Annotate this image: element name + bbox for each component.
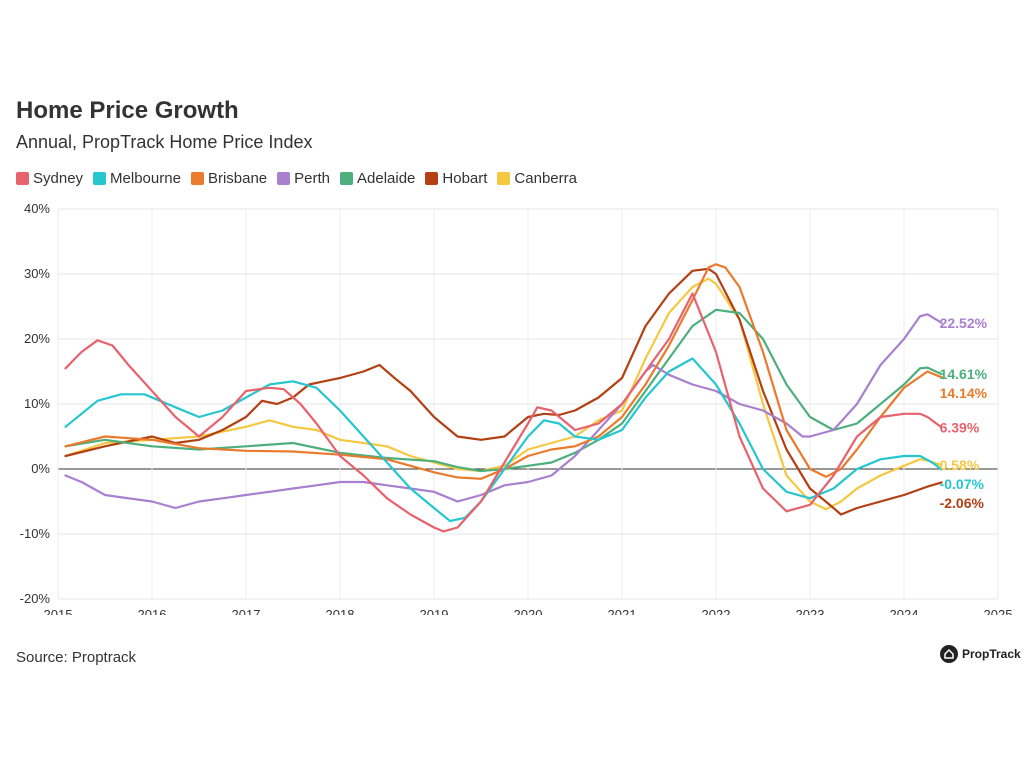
x-tick-label: 2017 [232,607,261,615]
legend-label: Perth [294,170,330,187]
legend-swatch [340,172,353,185]
end-label-adelaide: 14.61% [940,366,988,382]
series-line-adelaide [64,308,943,473]
x-tick-label: 2015 [44,607,73,615]
legend-item-canberra: Canberra [497,170,577,187]
source-note: Source: Proptrack [16,649,137,666]
chart-title: Home Price Growth [16,97,239,124]
end-label-hobart: -2.06% [940,495,985,511]
end-label-perth: 22.52% [940,315,988,331]
brand-name: PropTrack [962,647,1021,661]
end-label-sydney: 6.39% [940,419,980,435]
series-line-perth [64,313,943,510]
y-tick-label: 20% [24,331,50,346]
legend-item-brisbane: Brisbane [190,170,268,187]
x-tick-label: 2019 [420,607,449,615]
series-line-brisbane [64,263,943,480]
legend-item-perth: Perth [277,170,330,187]
series-line-sydney [64,292,943,533]
y-tick-label: 30% [24,266,50,281]
series-line-hobart [64,267,943,516]
chart-legend: Sydney Melbourne Brisbane Perth Adelaide Hoba… [16,170,577,187]
y-tick-label: -20% [20,591,51,606]
legend-item-adelaide: Adelaide [340,170,415,187]
legend-item-sydney: Sydney [16,170,83,187]
x-tick-label: 2018 [326,607,355,615]
legend-swatch [277,172,291,185]
end-label-canberra: 0.58% [940,457,980,473]
legend-label: Canberra [514,170,577,187]
x-tick-label: 2024 [890,607,919,615]
x-tick-label: 2025 [984,607,1013,615]
legend-swatch [425,172,439,185]
legend-swatch [497,172,511,185]
series-line-melbourne [64,357,943,523]
house-logo-icon [940,645,958,663]
series-line-canberra [64,277,943,511]
legend-label: Melbourne [110,170,181,187]
x-tick-label: 2020 [514,607,543,615]
end-label-brisbane: 14.14% [940,385,988,401]
legend-swatch [190,172,204,185]
legend-label: Brisbane [207,170,268,187]
legend-item-melbourne: Melbourne [93,170,181,187]
legend-item-hobart: Hobart [425,170,487,187]
x-tick-label: 2016 [138,607,167,615]
x-tick-label: 2022 [702,607,731,615]
legend-swatch [93,172,107,185]
x-tick-label: 2023 [796,607,825,615]
line-chart: -20% -10% 0% 10% 20% 30% 40% 2015 2016 2017 2018 20… [20,201,1013,615]
y-tick-label: -10% [20,526,51,541]
chart-subtitle: Annual, PropTrack Home Price Index [16,132,313,152]
y-tick-label: 10% [24,396,50,411]
y-tick-label: 0% [31,461,50,476]
legend-swatch [16,172,29,185]
y-tick-label: 40% [24,201,50,216]
legend-label: Sydney [33,170,84,187]
x-tick-label: 2021 [608,607,637,615]
legend-label: Adelaide [357,170,416,187]
brand-logo: PropTrack [940,645,1021,663]
legend-label: Hobart [442,170,488,187]
end-label-melbourne: -0.07% [940,476,985,492]
